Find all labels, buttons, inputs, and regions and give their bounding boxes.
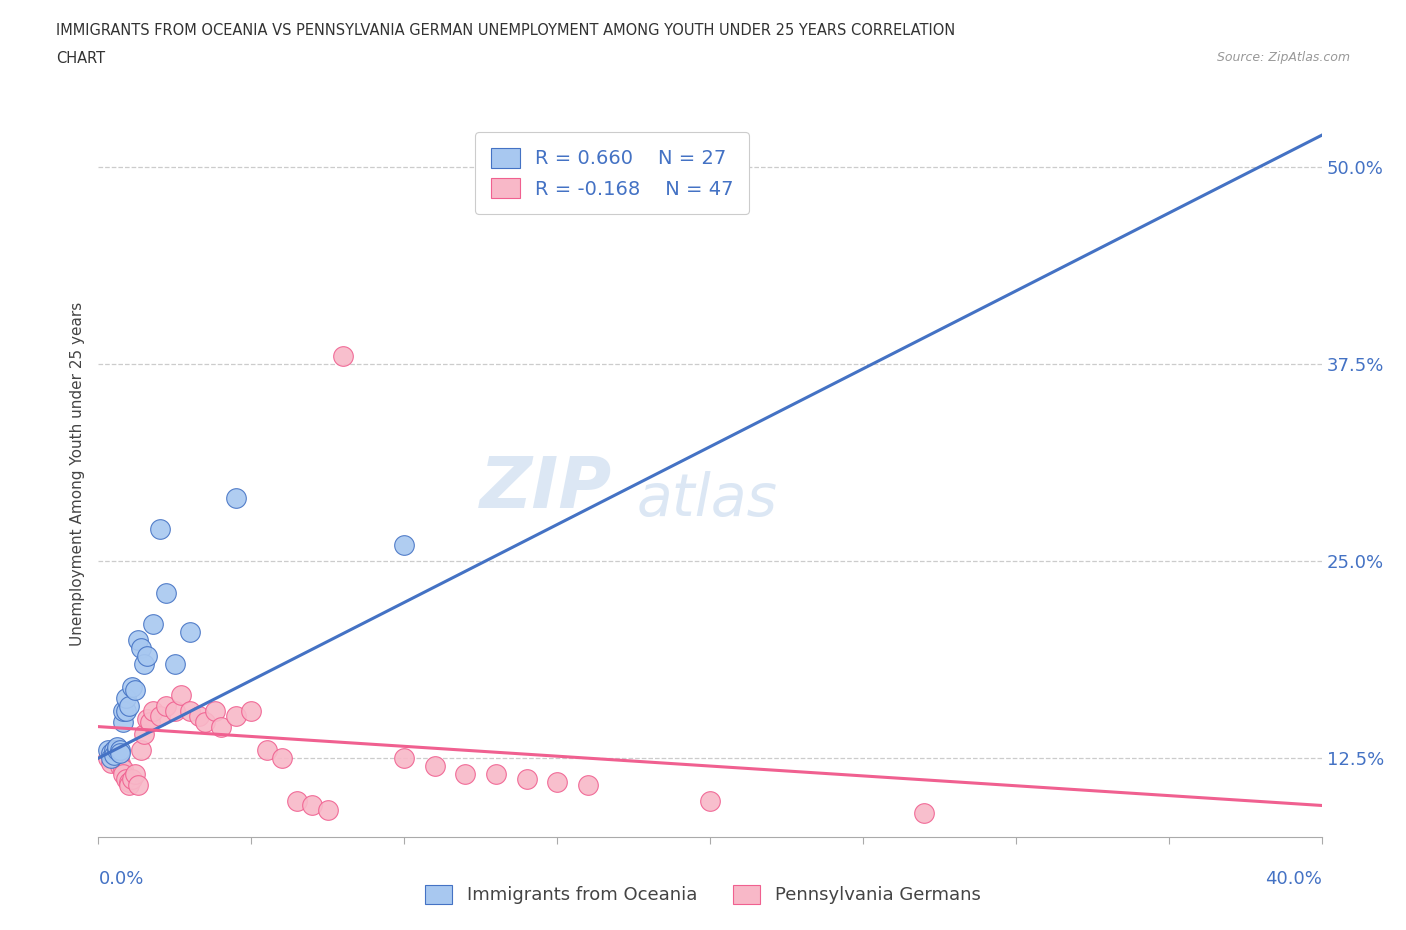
Point: [118, 777, 141, 792]
Text: CHART: CHART: [56, 51, 105, 66]
Point: [121, 680, 143, 695]
Point: [111, 762, 134, 777]
Point: [105, 746, 128, 761]
Point: [256, 743, 278, 758]
Point: [103, 746, 125, 761]
Point: [188, 708, 211, 723]
Point: [124, 683, 146, 698]
Point: [108, 743, 131, 758]
Point: [423, 759, 446, 774]
Point: [163, 703, 186, 718]
Point: [392, 751, 416, 765]
Point: [142, 617, 165, 631]
Point: [100, 751, 122, 765]
Point: [127, 777, 149, 792]
Point: [121, 771, 143, 786]
Point: [149, 708, 172, 723]
Point: [111, 703, 134, 718]
Point: [103, 743, 125, 758]
Point: [179, 625, 201, 640]
Point: [225, 708, 247, 723]
Point: [204, 703, 226, 718]
Point: [142, 703, 165, 718]
Point: [111, 714, 134, 729]
Point: [485, 766, 508, 781]
Point: [105, 739, 128, 754]
Point: [155, 698, 177, 713]
Point: [118, 775, 141, 790]
Text: atlas: atlas: [637, 472, 778, 528]
Point: [179, 703, 201, 718]
Point: [97, 743, 120, 758]
Point: [127, 632, 149, 647]
Text: ZIP: ZIP: [479, 455, 612, 524]
Point: [115, 771, 138, 786]
Point: [149, 522, 172, 537]
Point: [576, 777, 599, 792]
Point: [912, 806, 935, 821]
Point: [129, 743, 152, 758]
Point: [105, 743, 128, 758]
Point: [270, 751, 292, 765]
Point: [129, 641, 152, 656]
Point: [392, 538, 416, 552]
Point: [118, 698, 141, 713]
Point: [316, 803, 339, 817]
Point: [115, 691, 138, 706]
Text: IMMIGRANTS FROM OCEANIA VS PENNSYLVANIA GERMAN UNEMPLOYMENT AMONG YOUTH UNDER 25: IMMIGRANTS FROM OCEANIA VS PENNSYLVANIA …: [56, 23, 956, 38]
Legend: Immigrants from Oceania, Pennsylvania Germans: Immigrants from Oceania, Pennsylvania Ge…: [418, 878, 988, 911]
Point: [108, 755, 131, 770]
Point: [301, 798, 323, 813]
Point: [155, 585, 177, 600]
Point: [209, 719, 232, 734]
Point: [699, 793, 721, 808]
Text: 0.0%: 0.0%: [98, 870, 143, 887]
Point: [170, 687, 193, 702]
Point: [516, 771, 538, 786]
Legend: R = 0.660    N = 27, R = -0.168    N = 47: R = 0.660 N = 27, R = -0.168 N = 47: [475, 132, 749, 214]
Point: [111, 766, 134, 781]
Point: [546, 775, 568, 790]
Point: [285, 793, 308, 808]
Point: [100, 755, 122, 770]
Point: [240, 703, 263, 718]
Point: [454, 766, 477, 781]
Point: [115, 703, 138, 718]
Point: [225, 490, 247, 505]
Text: 40.0%: 40.0%: [1265, 870, 1322, 887]
Point: [139, 714, 162, 729]
Text: Source: ZipAtlas.com: Source: ZipAtlas.com: [1216, 51, 1350, 64]
Point: [97, 751, 120, 765]
Point: [163, 656, 186, 671]
Point: [108, 759, 131, 774]
Point: [124, 766, 146, 781]
Point: [134, 727, 156, 742]
Point: [194, 714, 217, 729]
Point: [136, 648, 159, 663]
Point: [332, 349, 354, 364]
Point: [103, 743, 125, 758]
Point: [105, 751, 128, 765]
Point: [100, 746, 122, 761]
Y-axis label: Unemployment Among Youth under 25 years: Unemployment Among Youth under 25 years: [69, 302, 84, 646]
Point: [136, 711, 159, 726]
Point: [108, 746, 131, 761]
Point: [103, 748, 125, 763]
Point: [134, 656, 156, 671]
